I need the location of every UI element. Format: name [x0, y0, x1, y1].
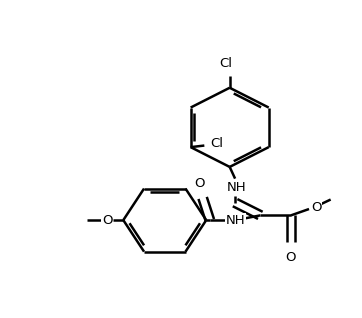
Text: O: O [102, 214, 112, 227]
Text: O: O [194, 177, 204, 190]
Text: Cl: Cl [210, 137, 223, 150]
Text: O: O [311, 201, 321, 214]
Text: NH: NH [225, 214, 245, 227]
Text: O: O [286, 251, 296, 264]
Text: NH: NH [227, 181, 247, 194]
Text: Cl: Cl [220, 57, 232, 70]
